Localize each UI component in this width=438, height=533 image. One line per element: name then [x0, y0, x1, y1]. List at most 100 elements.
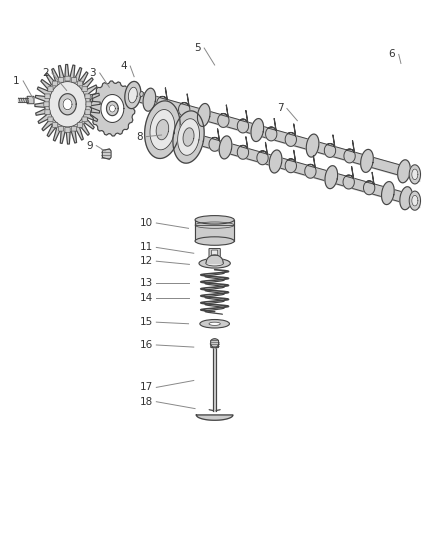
Polygon shape	[156, 119, 169, 140]
Polygon shape	[343, 166, 354, 189]
Polygon shape	[237, 110, 249, 133]
Polygon shape	[398, 160, 410, 183]
Text: 14: 14	[140, 293, 153, 303]
Polygon shape	[179, 94, 190, 116]
Polygon shape	[251, 118, 264, 142]
Polygon shape	[412, 196, 418, 206]
FancyBboxPatch shape	[65, 127, 70, 132]
FancyBboxPatch shape	[44, 102, 49, 107]
Polygon shape	[209, 410, 220, 411]
Polygon shape	[59, 94, 76, 115]
FancyBboxPatch shape	[209, 248, 220, 257]
Polygon shape	[150, 109, 175, 150]
Text: 7: 7	[277, 103, 283, 114]
FancyBboxPatch shape	[45, 94, 50, 99]
FancyBboxPatch shape	[211, 340, 219, 348]
FancyBboxPatch shape	[78, 81, 82, 86]
FancyBboxPatch shape	[58, 126, 64, 131]
Polygon shape	[269, 150, 282, 173]
Polygon shape	[63, 99, 72, 110]
Polygon shape	[106, 101, 118, 116]
FancyBboxPatch shape	[65, 76, 70, 81]
Text: 10: 10	[140, 218, 153, 228]
Text: 9: 9	[86, 141, 93, 151]
Polygon shape	[128, 87, 138, 103]
Ellipse shape	[206, 261, 223, 266]
FancyBboxPatch shape	[53, 123, 58, 127]
Ellipse shape	[209, 322, 220, 325]
FancyBboxPatch shape	[27, 96, 34, 104]
Polygon shape	[409, 165, 420, 184]
Polygon shape	[412, 169, 418, 180]
Polygon shape	[125, 82, 141, 109]
FancyBboxPatch shape	[85, 94, 90, 99]
Polygon shape	[178, 119, 199, 155]
Polygon shape	[195, 220, 234, 241]
Polygon shape	[110, 105, 115, 112]
Ellipse shape	[199, 259, 230, 268]
FancyBboxPatch shape	[45, 110, 50, 115]
Polygon shape	[325, 166, 338, 189]
Polygon shape	[145, 101, 180, 158]
Polygon shape	[101, 94, 124, 123]
FancyBboxPatch shape	[82, 87, 87, 92]
Polygon shape	[237, 137, 249, 159]
Polygon shape	[305, 156, 316, 178]
FancyBboxPatch shape	[212, 250, 218, 255]
Polygon shape	[102, 149, 111, 159]
FancyBboxPatch shape	[53, 81, 58, 86]
Text: 18: 18	[140, 397, 153, 407]
FancyBboxPatch shape	[71, 126, 77, 131]
Polygon shape	[183, 128, 194, 146]
Polygon shape	[35, 64, 100, 144]
Polygon shape	[344, 141, 355, 163]
Text: 11: 11	[140, 243, 153, 253]
Polygon shape	[306, 134, 319, 157]
Polygon shape	[409, 191, 420, 210]
Text: 17: 17	[140, 382, 153, 392]
Polygon shape	[187, 123, 198, 145]
Polygon shape	[90, 81, 135, 136]
Text: 2: 2	[42, 68, 48, 78]
Text: 6: 6	[389, 50, 395, 59]
Ellipse shape	[195, 216, 234, 224]
FancyBboxPatch shape	[48, 87, 53, 92]
Polygon shape	[381, 182, 394, 205]
Polygon shape	[49, 82, 86, 127]
FancyBboxPatch shape	[58, 77, 64, 82]
Text: 13: 13	[140, 278, 153, 288]
Ellipse shape	[140, 91, 143, 96]
Text: 3: 3	[90, 68, 96, 78]
Text: 5: 5	[194, 43, 201, 53]
Text: 4: 4	[120, 61, 127, 71]
Polygon shape	[400, 187, 413, 209]
Polygon shape	[196, 415, 233, 420]
Ellipse shape	[195, 237, 234, 245]
FancyBboxPatch shape	[78, 123, 82, 127]
Polygon shape	[143, 88, 155, 111]
Polygon shape	[173, 111, 204, 163]
FancyBboxPatch shape	[85, 110, 90, 115]
Text: 12: 12	[140, 256, 153, 266]
Polygon shape	[324, 135, 336, 157]
Polygon shape	[257, 142, 268, 165]
Polygon shape	[213, 347, 216, 411]
Polygon shape	[285, 150, 297, 173]
Text: 15: 15	[140, 317, 153, 327]
Ellipse shape	[200, 319, 230, 328]
Ellipse shape	[211, 338, 219, 345]
FancyBboxPatch shape	[86, 102, 91, 107]
Polygon shape	[360, 149, 373, 172]
Polygon shape	[219, 136, 232, 159]
Text: 1: 1	[13, 76, 20, 86]
Polygon shape	[218, 105, 229, 127]
Polygon shape	[209, 129, 220, 151]
FancyBboxPatch shape	[71, 77, 77, 82]
Text: 8: 8	[136, 132, 143, 142]
Polygon shape	[364, 172, 375, 195]
FancyBboxPatch shape	[82, 117, 87, 122]
Polygon shape	[157, 88, 168, 110]
Polygon shape	[18, 98, 28, 102]
FancyBboxPatch shape	[48, 117, 53, 122]
Polygon shape	[206, 255, 223, 263]
